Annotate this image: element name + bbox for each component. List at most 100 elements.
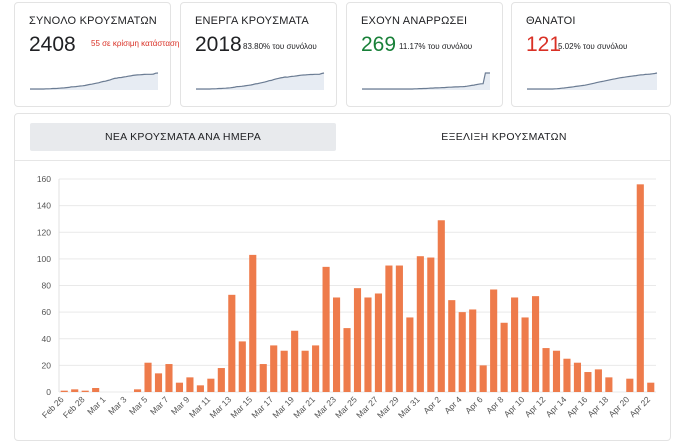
bar-mar-22 xyxy=(322,266,330,392)
bar-mar-27 xyxy=(374,293,383,392)
bar-apr-13 xyxy=(552,350,561,392)
bar-mar-7 xyxy=(165,364,173,392)
bar-mar-15 xyxy=(249,254,257,392)
x-tick-label: Apr 16 xyxy=(565,394,590,419)
bar-mar-29 xyxy=(395,265,403,392)
bar-mar-11 xyxy=(207,378,215,392)
x-tick-label: Apr 4 xyxy=(442,394,464,416)
recovered-sparkline-line xyxy=(362,72,490,90)
x-tick-label: Mar 17 xyxy=(249,394,275,420)
bar-apr-12 xyxy=(542,348,550,392)
bar-apr-2 xyxy=(437,220,445,392)
bar-apr-21 xyxy=(636,184,644,392)
stat-card-total-cases: ΣΥΝΟΛΟ ΚΡΟΥΣΜΑΤΩΝ 2408 55 σε κρίσιμη κατ… xyxy=(14,2,179,107)
chart-panel: ΝΕΑ ΚΡΟΥΣΜΑΤΑ ΑΝΑ ΗΜΕΡΑ ΕΞΕΛΙΞΗ ΚΡΟΥΣΜΑΤ… xyxy=(14,113,671,441)
bar-apr-16 xyxy=(584,372,592,392)
x-tick-label: Mar 13 xyxy=(207,394,233,420)
active-sparkline-area xyxy=(196,73,324,90)
bar-apr-22 xyxy=(647,382,655,392)
bar-mar-5 xyxy=(144,362,152,392)
active-cases-label: ΕΝΕΡΓΑ ΚΡΟΥΣΜΑΤΑ xyxy=(195,15,309,27)
x-tick-label: Apr 6 xyxy=(463,394,485,416)
bar-mar-19 xyxy=(291,330,299,392)
x-tick-label: Mar 25 xyxy=(333,394,359,420)
bar-mar-16 xyxy=(259,364,267,392)
bar-mar-14 xyxy=(238,341,246,392)
deaths-sparkline xyxy=(527,72,658,90)
x-tick-label: Mar 7 xyxy=(148,394,171,417)
stat-card-deaths: ΘΑΝΑΤΟΙ 121 5.02% του συνόλου xyxy=(511,2,671,107)
bar-feb-26 xyxy=(60,390,68,392)
y-tick-label: 20 xyxy=(42,360,52,370)
total-sparkline-area xyxy=(30,73,158,90)
bar-apr-1 xyxy=(427,257,435,392)
tab-divider xyxy=(15,160,670,161)
bar-mar-31 xyxy=(416,256,424,392)
y-tick-label: 60 xyxy=(42,307,52,317)
active-cases-sparkline xyxy=(196,72,325,90)
y-tick-label: 120 xyxy=(37,227,51,237)
bar-mar-25 xyxy=(353,288,362,392)
x-tick-label: Apr 14 xyxy=(544,394,569,419)
tab-daily-cases[interactable]: ΝΕΑ ΚΡΟΥΣΜΑΤΑ ΑΝΑ ΗΜΕΡΑ xyxy=(30,123,336,151)
bar-apr-5 xyxy=(469,309,477,392)
x-tick-label: Mar 3 xyxy=(106,394,129,417)
y-tick-label: 160 xyxy=(37,174,51,184)
deaths-label: ΘΑΝΑΤΟΙ xyxy=(526,15,576,27)
bar-mar-10 xyxy=(196,385,204,392)
bar-apr-15 xyxy=(573,362,582,392)
total-cases-sparkline xyxy=(30,72,159,90)
x-tick-label: Mar 31 xyxy=(396,394,422,420)
bar-apr-18 xyxy=(605,377,613,392)
x-tick-label: Apr 20 xyxy=(606,394,631,419)
recovered-sparkline-area xyxy=(362,73,490,90)
recovered-percent: 11.17% του συνόλου xyxy=(399,42,473,51)
bar-apr-3 xyxy=(448,300,456,392)
y-tick-label: 40 xyxy=(42,334,52,344)
bar-mar-28 xyxy=(385,265,393,392)
bar-mar-12 xyxy=(217,368,225,392)
active-cases-value: 2018 xyxy=(195,33,242,56)
bar-mar-13 xyxy=(228,294,236,392)
deaths-value: 121 xyxy=(526,33,562,56)
bar-mar-24 xyxy=(343,328,351,392)
active-sparkline-line xyxy=(196,72,325,90)
bar-mar-4 xyxy=(133,389,142,392)
y-tick-label: 100 xyxy=(37,254,51,264)
bar-apr-14 xyxy=(563,358,571,392)
bar-mar-23 xyxy=(332,297,341,392)
total-cases-label: ΣΥΝΟΛΟ ΚΡΟΥΣΜΑΤΩΝ xyxy=(29,15,157,27)
x-tick-label: Apr 10 xyxy=(502,394,527,419)
deaths-percent: 5.02% του συνόλου xyxy=(558,42,628,51)
bar-apr-9 xyxy=(511,297,519,392)
x-tick-label: Mar 5 xyxy=(127,394,150,417)
bar-apr-17 xyxy=(594,369,602,392)
x-tick-label: Mar 27 xyxy=(354,394,380,420)
total-cases-value: 2408 xyxy=(29,33,76,56)
critical-cases-note: 55 σε κρίσιμη κατάσταση xyxy=(91,39,180,48)
bar-mar-21 xyxy=(312,345,320,392)
bar-mar-26 xyxy=(364,297,372,392)
stat-card-active-cases: ΕΝΕΡΓΑ ΚΡΟΥΣΜΑΤΑ 2018 83.80% του συνόλου xyxy=(180,2,337,107)
y-tick-label: 0 xyxy=(46,387,51,397)
x-tick-label: Apr 18 xyxy=(586,394,611,419)
x-tick-label: Mar 11 xyxy=(187,394,213,420)
bar-mar-20 xyxy=(301,350,309,392)
tab-case-evolution[interactable]: ΕΞΕΛΙΞΗ ΚΡΟΥΣΜΑΤΩΝ xyxy=(441,131,567,143)
bar-apr-6 xyxy=(479,365,487,393)
recovered-value: 269 xyxy=(361,33,397,56)
bar-apr-20 xyxy=(626,378,634,392)
bar-mar-6 xyxy=(154,373,163,392)
bar-mar-18 xyxy=(280,350,288,392)
recovered-sparkline xyxy=(362,72,490,90)
deaths-sparkline-line xyxy=(527,72,658,90)
y-tick-label: 80 xyxy=(42,281,52,291)
bar-feb-28 xyxy=(81,390,89,392)
total-sparkline-line xyxy=(30,72,159,90)
y-tick-label: 140 xyxy=(37,201,51,211)
bar-mar-9 xyxy=(186,377,194,392)
x-tick-label: Mar 21 xyxy=(291,394,317,420)
bar-apr-7 xyxy=(490,289,498,392)
x-tick-label: Apr 12 xyxy=(523,394,548,419)
bar-mar-30 xyxy=(406,317,414,392)
